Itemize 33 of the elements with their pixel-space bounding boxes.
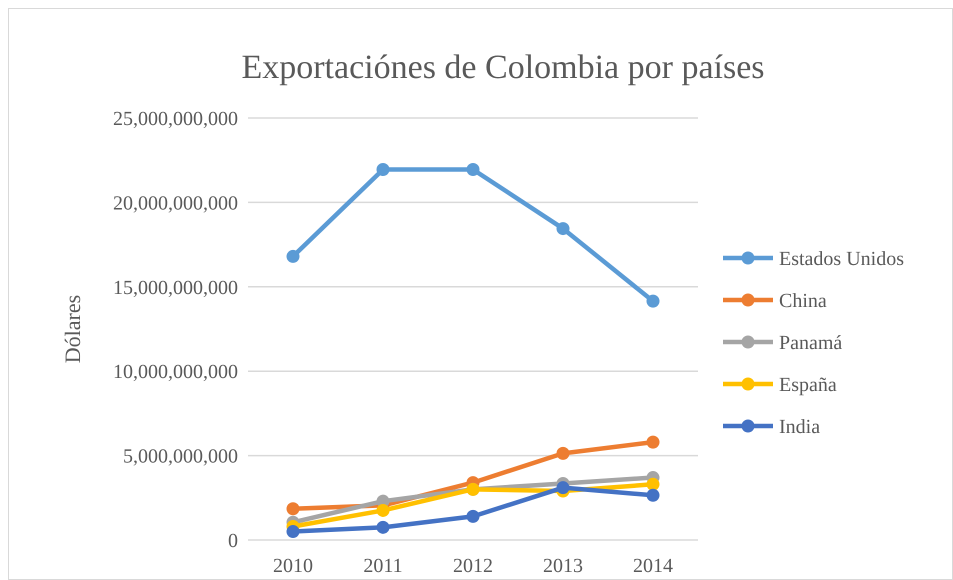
point [646,436,660,449]
y-tick-label: 5,000,000,000 [123,446,238,468]
legend-label: Estados Unidos [779,248,904,270]
x-tick-label: 2011 [363,555,403,577]
point [646,294,660,308]
point [286,250,300,263]
point [286,525,300,538]
y-tick-label: 25,000,000,000 [113,108,238,130]
legend-label: China [779,290,827,312]
y-tick-label: 0 [228,530,238,552]
y-tick-label: 20,000,000,000 [113,192,238,214]
point [466,510,480,523]
legend-label: España [779,374,837,396]
point [466,162,480,176]
point [646,488,660,502]
point [556,481,570,494]
legend-label: India [779,416,820,438]
point [376,504,390,517]
point [286,502,300,516]
x-tick-label: 2012 [453,555,493,577]
point [646,478,660,491]
y-tick-label: 15,000,000,000 [113,276,238,299]
point [556,446,570,460]
legend-label: Panamá [779,332,842,354]
point [556,222,570,236]
point [376,162,390,176]
x-tick-label: 2010 [273,555,313,577]
chart-title: Exportaciónes de Colombia por países [241,49,765,86]
x-tick-label: 2013 [543,555,583,577]
point [376,520,390,534]
y-tick-label: 10,000,000,000 [113,361,238,384]
y-axis-title: Dólares [60,294,85,364]
x-tick-label: 2014 [633,555,673,577]
